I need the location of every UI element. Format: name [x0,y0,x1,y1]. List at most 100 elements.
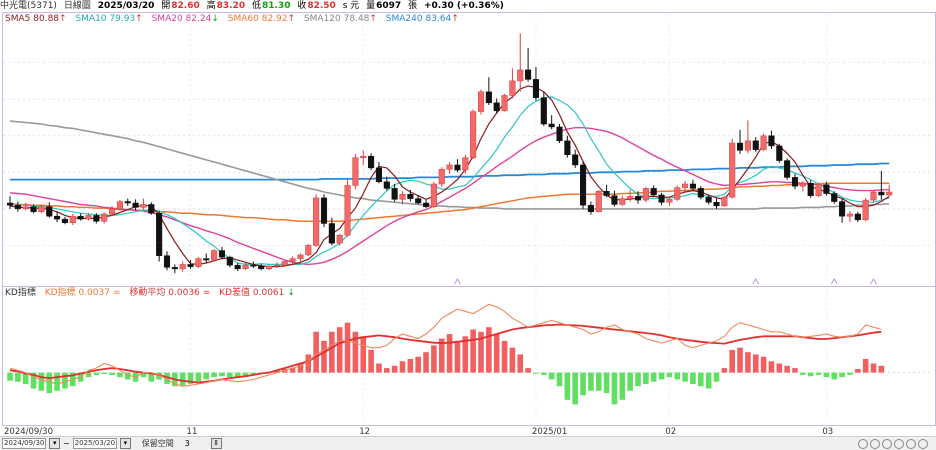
indicator-panel[interactable]: KD指標 KD指標 0.0037 = 移動平均 0.0036 = KD差值 0.00… [2,286,936,426]
candle-up [266,265,273,271]
candle-up [399,191,406,205]
candle-body [156,212,163,256]
candle-up [729,138,736,199]
osc-bar-up [360,336,367,373]
pan-left-icon[interactable] [882,439,892,449]
candle-body [116,201,123,210]
candle-up [815,182,822,198]
candle-down [564,135,571,158]
candle-up [862,197,869,222]
candle-body [556,126,563,142]
osc-bar-down [713,372,720,382]
settings-icon[interactable] [918,439,928,449]
osc-bar-down [219,372,225,377]
zoom-in-icon[interactable] [858,439,868,449]
candle-body [627,196,634,199]
candle-up [242,262,249,271]
osc-bar-up [752,354,759,373]
osc-bar-down [595,372,602,391]
candle-body [572,154,579,166]
candle-up [619,195,626,206]
candle-body [564,140,571,155]
osc-bar-up [870,363,877,373]
change-value: +0.30 (+0.36%) [423,1,504,11]
candle-up [297,253,304,262]
candle-body [391,188,398,200]
indicator-kd[interactable]: KD指標 0.0037 = [44,288,121,298]
candle-down [77,213,84,221]
zoom-out-icon[interactable] [870,439,880,449]
candle-up [109,205,116,217]
candle-up [140,198,147,210]
ma-legend-sma240[interactable]: SMA240 83.64↑ [385,14,459,24]
signal-marker [870,278,877,285]
osc-bar-down [635,372,641,387]
candle-body [548,123,555,128]
candle-body [258,265,265,270]
candle-down [54,211,61,223]
candle-down [705,194,712,205]
candle-body [462,157,469,171]
pan-right-icon[interactable] [894,439,904,449]
osc-bar-up [336,327,343,373]
candle-body [320,197,328,224]
osc-bar-down [847,372,853,375]
osc-bar-down [705,372,712,389]
candle-body [54,215,61,220]
start-date-input[interactable]: 2024/09/30 [2,438,47,449]
osc-bar-up [376,363,382,373]
ma-legend-sma60[interactable]: SMA60 82.92↑ [227,14,296,24]
osc-bar-down [839,372,845,378]
ma-legend-sma120[interactable]: SMA120 78.48↑ [303,14,377,24]
candle-body [634,196,642,201]
reset-icon[interactable] [906,439,916,449]
candle-body [532,79,540,98]
osc-bar-up [438,338,445,373]
candle-body [383,181,390,189]
candle-down [218,246,225,260]
osc-bar-down [548,372,555,380]
ma-legend-sma20[interactable]: SMA20 82.24↓ [151,14,219,24]
candle-up [886,184,893,198]
candle-body [509,80,516,96]
candle-body [218,250,225,258]
osc-kd-line [9,303,882,387]
osc-bar-up [745,352,751,373]
candle-down [203,253,210,263]
chart-canvas[interactable]: 2024/09/30 11 12 2025/01 02 03 [0,0,936,436]
candle-body [266,265,273,270]
calendar-icon[interactable]: ▾ [49,438,61,449]
osc-bar-down [22,372,29,384]
indicator-ma[interactable]: 移動平均 0.0036 = [129,288,211,298]
candle-up [179,261,186,272]
spinner-icon[interactable]: ⇕ [210,438,222,449]
candle-body [470,111,477,158]
candle-up [281,260,288,267]
calendar-icon[interactable]: ▾ [119,438,131,449]
keep-space-value[interactable]: 3 [184,439,190,448]
candle-body [234,264,241,270]
open-value: 82.60 [171,1,200,11]
ma-legend-sma5[interactable]: SMA5 80.88↑ [5,14,67,24]
x-axis-tick-label: 11 [187,427,198,436]
candle-body [493,102,500,112]
candle-body [187,264,194,267]
osc-bar-down [674,372,681,380]
indicator-diff[interactable]: KD差值 0.0061 ↓ [219,288,295,298]
osc-bar-down [580,372,586,396]
osc-bar-up [321,340,327,373]
candle-body [77,215,84,220]
ma-legend-sma10[interactable]: SMA10 79.93↑ [75,14,143,24]
end-date-input[interactable]: 2025/03/20 [72,438,118,449]
candle-down [540,91,547,127]
x-axis: 2024/09/30 11 12 2025/01 02 03 [4,427,833,436]
candle-body [870,191,877,201]
signal-marker [454,278,461,285]
osc-bar-up [855,368,861,373]
candle-down [752,137,759,152]
candle-up [846,211,854,223]
candle-down [124,198,131,206]
candle-body [776,145,783,161]
candle-up [477,89,485,115]
x-axis-tick-label: 2024/09/30 [4,427,53,436]
